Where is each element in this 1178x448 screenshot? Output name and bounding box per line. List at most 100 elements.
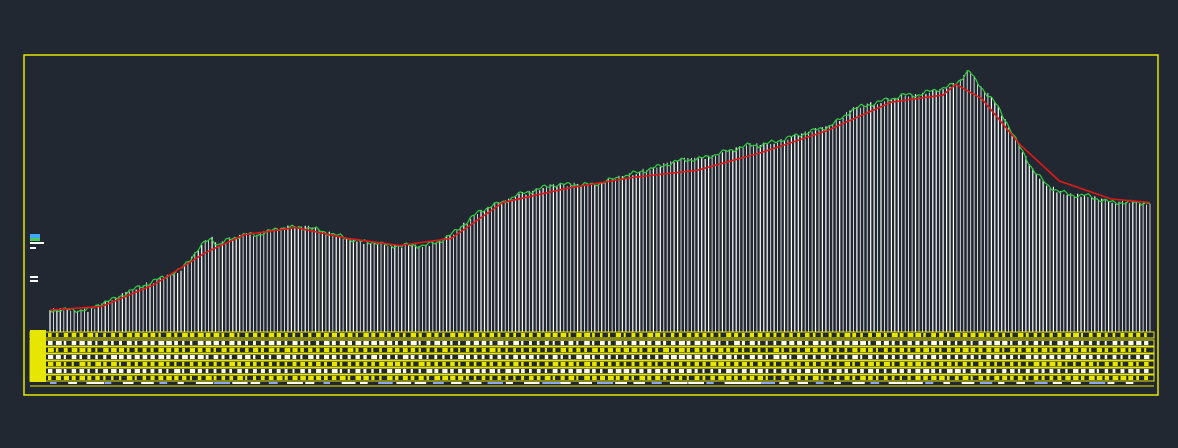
table-cell-mark [1010,376,1014,380]
table-cell-mark [205,362,209,366]
table-cell-mark [300,355,303,359]
table-cell-mark [655,348,659,352]
table-cell-mark [797,369,801,373]
table-bottom-mark [943,382,950,384]
table-cell-mark [134,355,140,359]
table-cell-mark [505,369,512,373]
table-cell-mark [489,369,495,373]
table-cell-mark [79,348,86,352]
table-cell-mark [639,376,646,380]
table-cell-mark [158,376,164,380]
table-cell-mark [560,348,566,352]
table-cell-mark [48,376,52,380]
table-cell-mark [205,355,209,359]
table-cell-mark [324,333,329,337]
table-cell-mark [852,333,857,337]
table-cell-mark [1144,376,1148,380]
table-cell-mark [639,333,643,337]
table-cell-mark [1112,376,1119,380]
table-bottom-mark [505,382,513,384]
table-cell-mark [994,369,997,373]
table-cell-mark [529,376,534,380]
table-bottom-mark [305,382,315,384]
table-cell-mark [166,355,171,359]
table-cell-mark [1144,355,1150,359]
table-cell-mark [253,341,256,345]
table-cell-mark [63,376,69,380]
table-cell-mark [1025,376,1029,380]
table-cell-mark [907,348,911,352]
table-cell-mark [292,362,297,366]
table-cell-mark [734,333,739,337]
table-cell-mark [907,355,914,359]
table-cell-mark [694,348,700,352]
table-cell-mark [931,369,936,373]
table-cell-mark [931,348,936,352]
table-cell-mark [418,376,424,380]
table-cell-mark [757,369,763,373]
table-cell-mark [710,348,716,352]
table-cell-mark [1096,362,1099,366]
table-cell-mark [221,355,225,359]
table-cell-mark [1002,369,1007,373]
table-cell-mark [639,348,643,352]
table-cell-mark [245,369,249,373]
table-cell-mark [907,341,912,345]
table-cell-mark [1112,333,1116,337]
table-cell-mark [584,348,587,352]
table-cell-mark [678,376,683,380]
table-cell-mark [237,355,243,359]
table-cell-mark [994,333,999,337]
table-cell-mark [473,333,480,337]
table-cell-mark [48,348,54,352]
table-cell-mark [379,348,382,352]
table-cell-mark [355,355,360,359]
table-cell-mark [757,333,763,337]
table-cell-mark [126,333,133,337]
table-cell-mark [970,369,976,373]
table-cell-mark [757,348,761,352]
table-cell-mark [1088,369,1095,373]
table-cell-mark [1088,341,1093,345]
table-cell-mark [221,376,226,380]
table-cell-mark [647,355,651,359]
table-cell-mark [552,362,559,366]
table-cell-mark [923,348,929,352]
table-cell-mark [260,362,264,366]
table-cell-mark [939,355,943,359]
table-cell-mark [229,369,232,373]
table-cell-mark [95,362,101,366]
table-cell-mark [986,341,992,345]
table-cell-mark [473,376,477,380]
table-cell-mark [749,376,755,380]
table-cell-mark [442,355,445,359]
table-cell-mark [1136,376,1139,380]
table-cell-mark [103,333,106,337]
table-cell-mark [852,355,858,359]
table-cell-mark [1073,341,1079,345]
table-cell-mark [1088,333,1093,337]
table-cell-mark [797,355,803,359]
table-cell-mark [1096,341,1100,345]
table-cell-mark [986,376,990,380]
table-bottom-mark [1089,382,1106,384]
table-cell-mark [87,369,90,373]
table-cell-mark [387,369,393,373]
table-cell-mark [812,355,816,359]
table-cell-mark [883,362,890,366]
table-cell-mark [939,376,945,380]
table-cell-mark [1081,355,1086,359]
table-cell-mark [347,348,354,352]
table-cell-mark [1120,333,1125,337]
table-cell-mark [300,348,304,352]
table-cell-mark [741,369,747,373]
table-cell-mark [426,333,432,337]
table-cell-mark [387,333,391,337]
table-cell-mark [994,355,1000,359]
table-cell-mark [1088,355,1093,359]
table-cell-mark [749,348,753,352]
table-bottom-mark [524,382,540,384]
table-cell-mark [1144,369,1149,373]
table-cell-mark [544,362,549,366]
